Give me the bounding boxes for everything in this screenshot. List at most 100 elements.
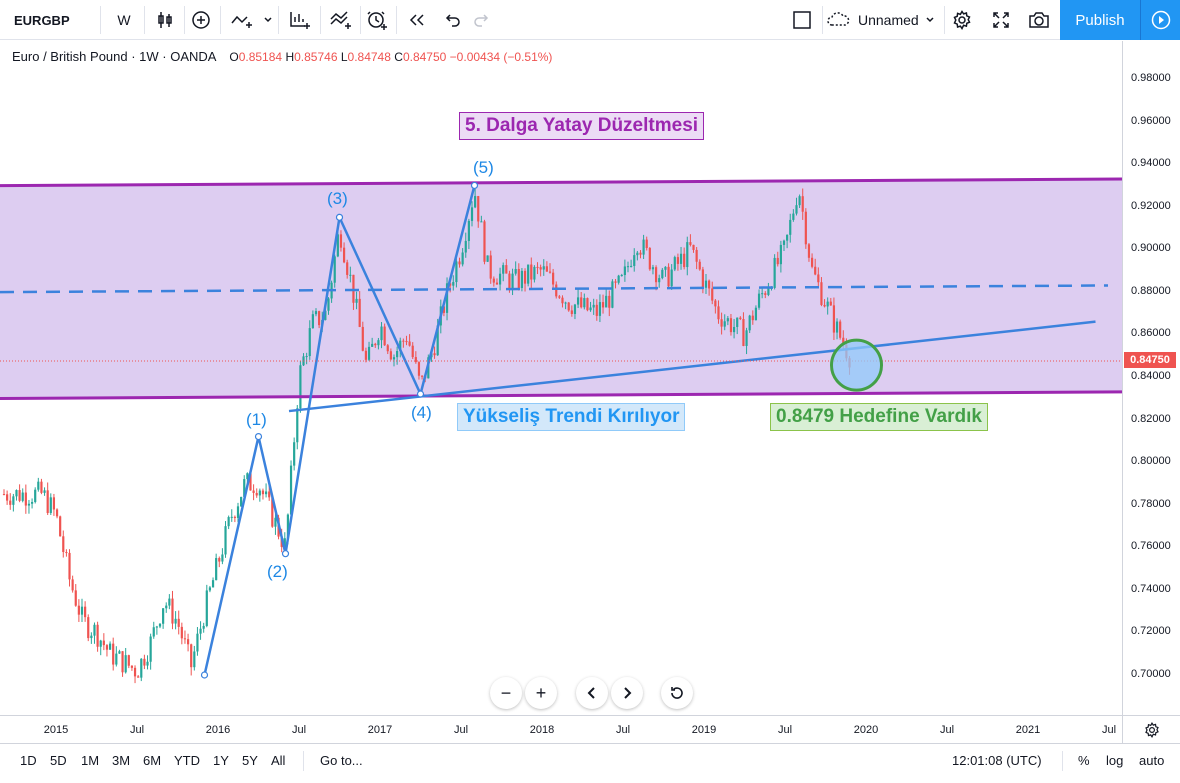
- undo-icon[interactable]: [440, 0, 466, 40]
- symbol-search[interactable]: EURGBP: [14, 12, 70, 28]
- candle-body: [527, 264, 530, 284]
- percent-scale-toggle[interactable]: %: [1078, 753, 1090, 768]
- wave-label-2: (2): [267, 562, 288, 581]
- candle-body: [626, 266, 630, 268]
- candle-body: [87, 617, 90, 639]
- annotation-trend-broken[interactable]: Yükseliş Trendi Kırılıyor: [457, 403, 686, 431]
- templates-icon[interactable]: [324, 0, 358, 40]
- chevron-down-icon[interactable]: [259, 0, 277, 40]
- range-3m[interactable]: 3M: [112, 753, 131, 768]
- compare-icon[interactable]: [225, 0, 259, 40]
- gear-icon[interactable]: [946, 0, 978, 40]
- indicators-icon[interactable]: [283, 0, 317, 40]
- wave-point-marker: [200, 671, 209, 679]
- legend-low: 0.84748: [347, 50, 391, 64]
- candle-body: [289, 465, 293, 515]
- chart-canvas[interactable]: [0, 41, 1123, 715]
- range-ytd[interactable]: YTD: [174, 753, 200, 768]
- range-1m[interactable]: 1M: [81, 753, 100, 768]
- candle-body: [748, 315, 751, 331]
- fullscreen-icon[interactable]: [985, 0, 1017, 40]
- chart-pane[interactable]: [0, 41, 1123, 715]
- fullscreen-square-icon[interactable]: [786, 0, 818, 40]
- candle-body: [171, 598, 174, 624]
- toolbar-divider: [184, 6, 185, 34]
- candle-body: [146, 661, 149, 666]
- price-axis[interactable]: 0.98000 0.96000 0.94000 0.92000 0.90000 0.880…: [1122, 41, 1180, 715]
- candle-body: [611, 281, 614, 308]
- axis-settings-icon[interactable]: [1122, 715, 1180, 743]
- camera-icon[interactable]: [1023, 0, 1055, 40]
- alert-icon[interactable]: [364, 0, 390, 40]
- time-tick-label: Jul: [777, 724, 793, 736]
- range-1y[interactable]: 1Y: [213, 753, 229, 768]
- candle-body: [776, 257, 779, 265]
- legend-close: 0.84750: [402, 50, 447, 64]
- zoom-out-button[interactable]: −: [490, 677, 522, 709]
- replay-icon[interactable]: [402, 0, 432, 40]
- auto-scale-toggle[interactable]: auto: [1139, 753, 1165, 768]
- legend-o-label: O: [229, 50, 239, 64]
- candle-body: [717, 306, 720, 320]
- wave-point-marker: [335, 213, 344, 221]
- candle-body: [676, 257, 680, 264]
- time-tick-label: 2018: [529, 724, 555, 736]
- redo-icon[interactable]: [468, 0, 494, 40]
- candle-body: [530, 264, 533, 280]
- indicator-add-icon[interactable]: [188, 0, 214, 40]
- candle-body: [40, 481, 43, 493]
- annotation-title[interactable]: 5. Dalga Yatay Düzeltmesi: [459, 112, 705, 140]
- toolbar-divider: [822, 6, 823, 34]
- layout-selector[interactable]: Unnamed: [826, 0, 944, 40]
- time-tick-label: 2020: [853, 724, 879, 736]
- range-5y[interactable]: 5Y: [242, 753, 258, 768]
- candle-body: [664, 266, 667, 270]
- candle-body: [339, 234, 343, 248]
- candle-body: [561, 297, 564, 304]
- candle-body: [174, 618, 177, 624]
- log-scale-toggle[interactable]: log: [1106, 753, 1124, 768]
- time-tick-label: 2021: [1015, 724, 1041, 736]
- wave-point-marker: [416, 390, 425, 398]
- candle-body: [580, 297, 583, 308]
- interval-button[interactable]: W: [117, 12, 131, 28]
- goto-date-button[interactable]: Go to...: [320, 753, 363, 768]
- candle-body: [249, 473, 252, 491]
- legend-title: Euro / British Pound · 1W · OANDA: [12, 49, 216, 64]
- candle-body: [93, 624, 96, 636]
- time-axis[interactable]: 2015 Jul 2016 Jul 2017 Jul 2018 Jul 2019 Jul 2020 J…: [0, 715, 1122, 743]
- range-1d[interactable]: 1D: [20, 753, 37, 768]
- price-tick-label: 0.80000: [1131, 455, 1171, 468]
- candle-body: [364, 350, 368, 360]
- uptrend-line: [288, 320, 1096, 413]
- clock-utc[interactable]: 12:01:08 (UTC): [952, 753, 1042, 768]
- candle-body: [586, 298, 589, 311]
- candle-body: [458, 261, 461, 265]
- candle-body: [605, 295, 608, 308]
- candle-body: [842, 337, 845, 345]
- play-icon[interactable]: [1140, 0, 1180, 40]
- candle-body: [230, 516, 233, 518]
- candle-body: [264, 491, 268, 495]
- annotation-target-reached[interactable]: 0.8479 Hedefine Vardık: [770, 403, 988, 431]
- range-6m[interactable]: 6M: [143, 753, 162, 768]
- scroll-right-button[interactable]: [611, 677, 643, 709]
- candle-body: [445, 283, 449, 313]
- bar-style-icon[interactable]: [148, 0, 182, 40]
- scroll-left-button[interactable]: [576, 677, 608, 709]
- candle-body: [480, 221, 483, 223]
- zoom-in-button[interactable]: +: [525, 677, 557, 709]
- candle-body: [90, 635, 93, 639]
- toolbar-divider: [100, 6, 101, 34]
- candle-body: [573, 304, 577, 314]
- candle-body: [255, 492, 258, 496]
- range-all[interactable]: All: [271, 753, 286, 768]
- publish-button[interactable]: Publish: [1060, 0, 1140, 40]
- price-tick-label: 0.76000: [1131, 540, 1171, 553]
- candle-body: [6, 494, 9, 501]
- candle-body: [218, 558, 221, 562]
- range-5d[interactable]: 5D: [50, 753, 67, 768]
- reset-chart-button[interactable]: [661, 677, 693, 709]
- candle-body: [162, 608, 165, 624]
- candle-body: [96, 624, 99, 647]
